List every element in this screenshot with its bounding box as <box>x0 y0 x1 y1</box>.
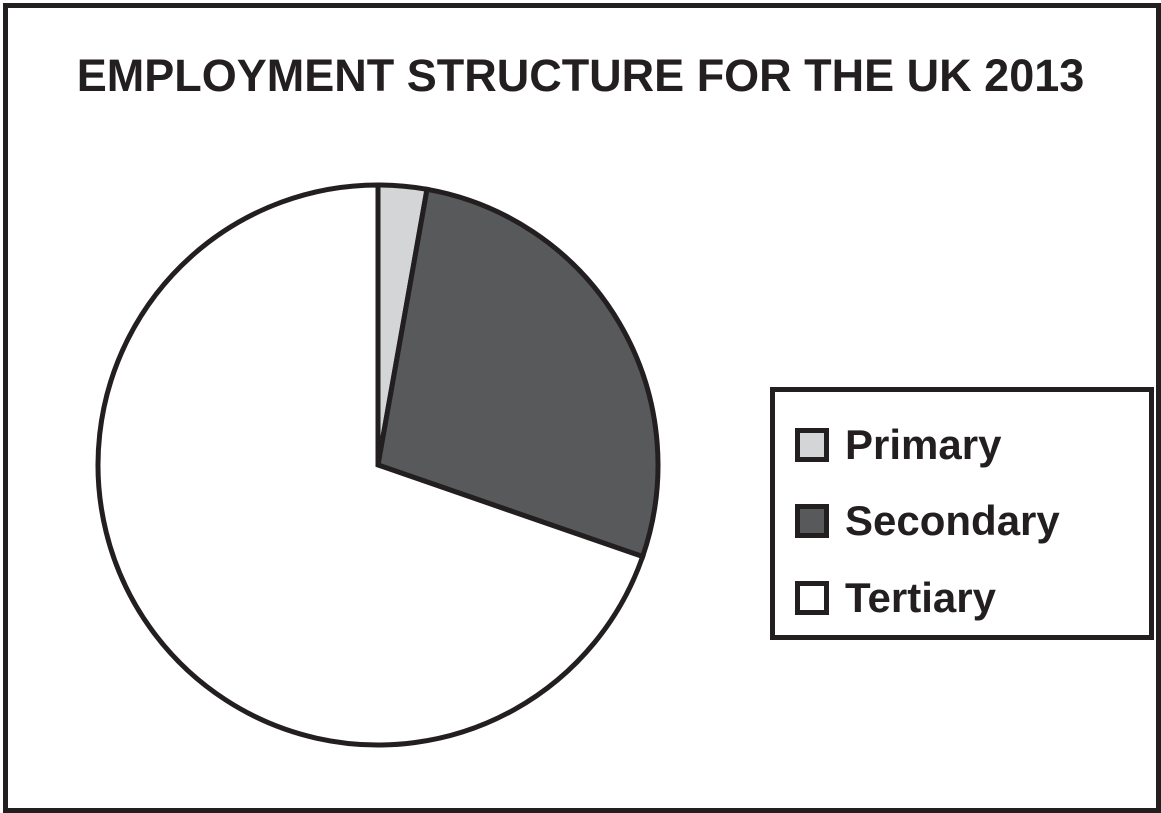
legend-label-primary: Primary <box>845 421 1002 468</box>
legend-swatch-tertiary <box>795 581 829 615</box>
pie-slice-tertiary <box>95 182 646 748</box>
pie-slices <box>95 182 661 748</box>
legend: Primary Secondary Tertiary <box>770 387 1154 640</box>
legend-item-primary: Primary <box>795 420 1001 470</box>
legend-item-tertiary: Tertiary <box>795 573 996 623</box>
legend-label-tertiary: Tertiary <box>845 574 996 621</box>
pie-slice-secondary <box>375 186 661 560</box>
legend-swatch-secondary <box>795 504 829 538</box>
legend-swatch-primary <box>795 428 829 462</box>
legend-item-secondary: Secondary <box>795 496 1060 546</box>
legend-label-secondary: Secondary <box>845 497 1060 544</box>
chart-title: EMPLOYMENT STRUCTURE FOR THE UK 2013 <box>76 50 1085 101</box>
